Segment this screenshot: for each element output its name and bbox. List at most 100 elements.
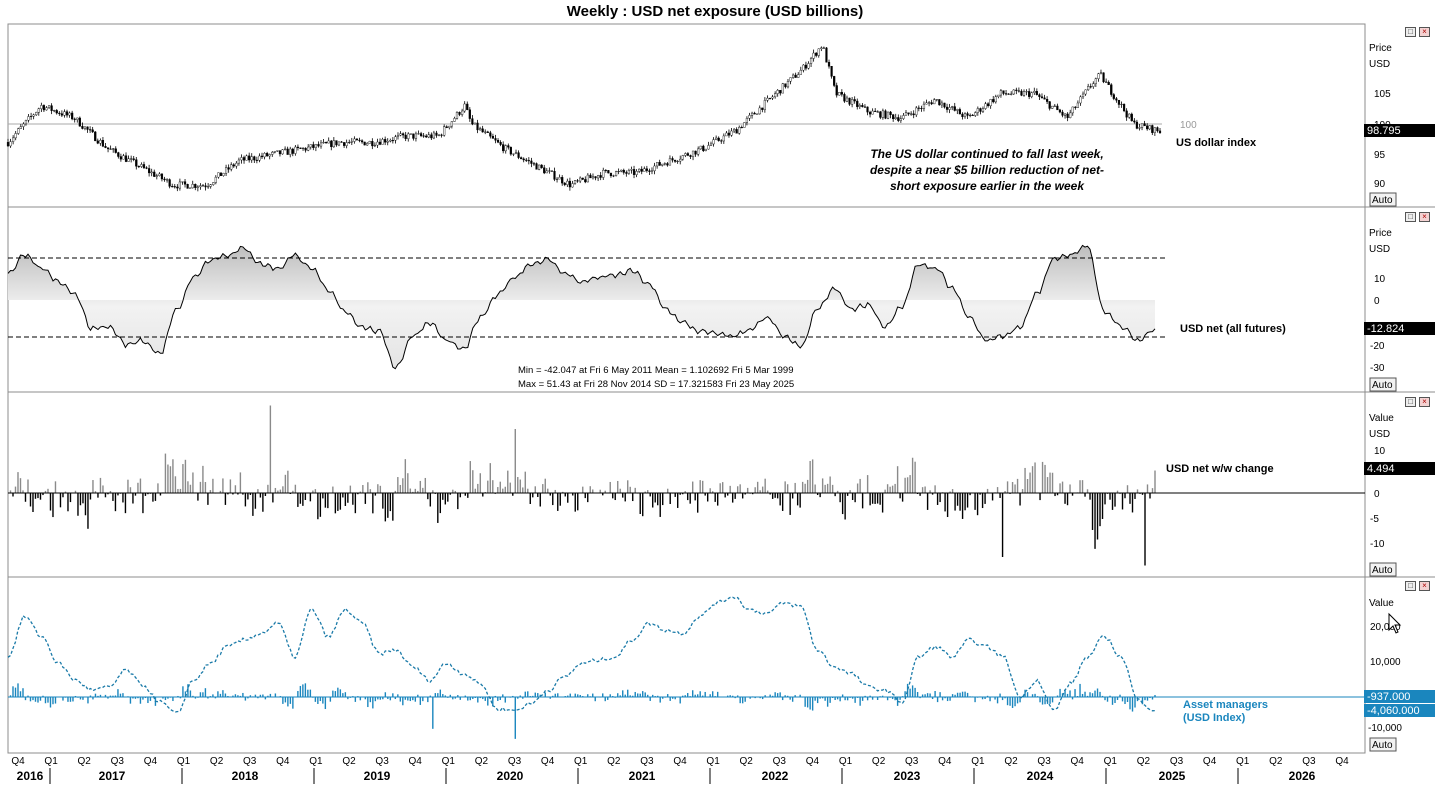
auto-scale-button[interactable] [1369,737,1397,752]
weekly-change-bar [77,493,79,516]
weekly-change-bar [167,464,169,493]
usd-net-panel: Min = -42.047 at Fri 6 May 2011 Mean = 1… [7,228,1435,392]
weekly-change-bar [432,490,434,493]
close-panel-icon[interactable]: × [1419,581,1430,591]
asset-managers-bar [287,697,289,707]
asset-managers-bar [881,695,884,697]
weekly-change-bar [1141,493,1144,495]
dxy-candle [307,146,310,151]
restore-panel-icon[interactable]: □ [1405,27,1416,37]
dxy-candle [42,105,46,111]
dxy-candle [789,77,792,82]
asset-managers-bar [557,693,559,697]
x-quarter-label: Q3 [111,756,125,767]
weekly-change-bar [332,486,334,493]
weekly-change-bar [1019,493,1021,506]
weekly-change-bar [92,480,94,493]
weekly-change-bar [949,491,951,493]
asset-managers-bar [182,686,184,697]
weekly-change-bar [219,490,222,493]
dxy-candle [153,171,156,177]
asset-managers-bar [419,697,422,705]
weekly-change-bar [801,481,804,493]
asset-managers-bar [279,696,282,697]
restore-panel-icon[interactable]: □ [1405,581,1416,591]
weekly-change-bar [944,493,946,512]
asset-managers-bar [901,696,904,697]
y-tick-label: 95 [1374,150,1386,161]
dxy-candle [240,157,243,161]
asset-managers-bar [731,695,734,697]
net-position-fill [8,245,1155,369]
restore-panel-icon[interactable]: □ [1405,212,1416,222]
weekly-change-bar [826,483,829,493]
dxy-candle [1053,105,1056,107]
auto-scale-button[interactable] [1369,192,1397,207]
weekly-change-bar [437,493,439,523]
dxy-candle [363,141,366,146]
dxy-candle [471,118,474,125]
dxy-candle [1063,113,1067,116]
auto-scale-button[interactable] [1369,562,1397,577]
weekly-change-bar [657,493,659,506]
asset-managers-bar [274,693,277,697]
weekly-change-bar [347,493,349,503]
asset-managers-bar [896,697,899,706]
weekly-change-bar [587,493,589,503]
close-panel-icon[interactable]: × [1419,27,1430,37]
weekly-change-bar [377,484,379,493]
dxy-candle [189,187,192,189]
weekly-change-bar [996,487,999,493]
dxy-candle [317,144,320,147]
asset-managers-bar [906,683,909,697]
asset-managers-bar [379,697,382,700]
auto-scale-label: Auto [1372,565,1393,576]
restore-panel-icon[interactable]: □ [1405,397,1416,407]
weekly-change-bar [924,486,926,493]
auto-scale-button[interactable] [1369,377,1397,392]
asset-managers-bar [297,691,299,697]
close-panel-icon[interactable]: × [1419,212,1430,222]
weekly-change-bar [719,483,721,493]
asset-managers-bar [716,691,719,697]
asset-managers-bar [569,693,571,697]
asset-managers-bar [701,695,704,697]
x-quarter-label: Q4 [11,756,25,767]
asset-managers-bar [759,697,761,699]
dxy-candle [889,111,892,115]
dxy-candle [1099,72,1103,74]
dxy-candle [204,185,207,188]
weekly-change-bar [459,493,462,498]
axis-header-price: Price [1369,228,1392,239]
dxy-candle [448,125,451,128]
weekly-change-bar [524,471,526,493]
dxy-candle [997,94,1000,97]
weekly-change-bar [79,493,82,506]
dxy-candle [148,168,151,174]
weekly-change-bar [137,482,139,493]
asset-managers-bar [909,688,911,697]
asset-managers-bar [374,697,377,702]
asset-managers-bar [109,695,112,697]
x-year-label: 2024 [1027,769,1054,783]
weekly-change-bar [374,493,377,496]
asset-managers-bar [921,694,924,697]
dxy-candle [1043,97,1046,100]
asset-managers-bar [302,684,304,697]
x-year-label: 2021 [629,769,656,783]
last-value-badge [1364,462,1435,475]
series-label: USD net (all futures) [1180,323,1286,335]
dxy-candle [617,171,620,173]
weekly-change-bar [894,483,896,493]
weekly-change-bar [164,453,167,493]
weekly-change-bar [761,486,764,493]
weekly-change-bar [964,493,966,511]
close-panel-icon[interactable]: × [1419,397,1430,407]
y-tick-label: -10,000 [1368,723,1402,734]
asset-managers-bar [971,696,974,697]
asset-managers-bar [1024,689,1026,697]
axis-header-value: Value [1369,413,1394,424]
x-year-label: 2017 [99,769,126,783]
dxy-candle [730,130,733,136]
